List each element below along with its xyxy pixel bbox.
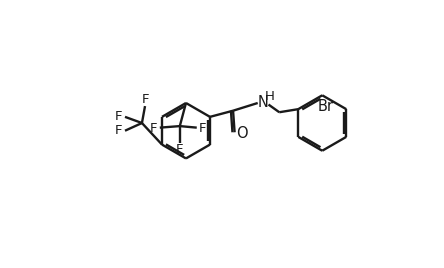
Text: Br: Br (318, 99, 334, 114)
Text: F: F (115, 124, 123, 137)
Text: F: F (150, 122, 157, 135)
Text: F: F (199, 122, 206, 135)
Text: F: F (115, 110, 123, 122)
Text: F: F (176, 143, 183, 156)
Text: H: H (264, 90, 274, 103)
Text: F: F (142, 94, 150, 106)
Text: N: N (258, 95, 269, 110)
Text: O: O (236, 126, 247, 141)
